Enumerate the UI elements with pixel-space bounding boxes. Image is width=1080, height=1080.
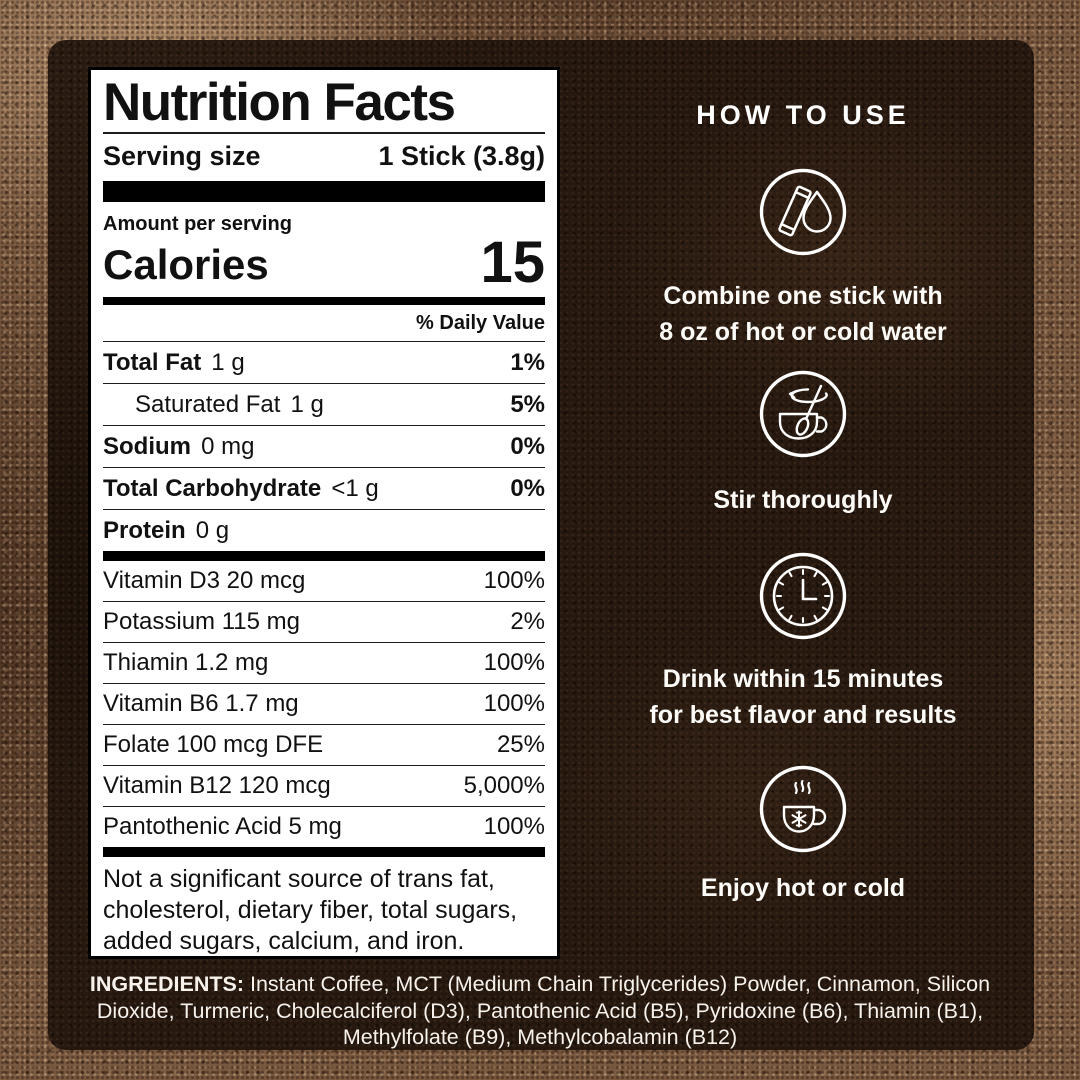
nutrient-row-protein: Protein 0 g <box>103 516 230 544</box>
vitamin-row-pantothenic-acid: Pantothenic Acid 5 mg 100% <box>103 813 545 840</box>
clock-icon <box>759 552 847 640</box>
vitamin-row-b12: Vitamin B12 120 mcg 5,000% <box>103 766 545 807</box>
stir-cup-icon <box>759 370 847 458</box>
medium-divider <box>103 296 545 305</box>
stick-water-icon <box>759 168 847 256</box>
nutrient-row-total-carbohydrate: Total Carbohydrate <1 g 0% <box>103 468 545 510</box>
step-combine-text: Combine one stick with 8 oz of hot or co… <box>659 282 947 346</box>
serving-size-value: 1 Stick (3.8g) <box>378 140 545 171</box>
calories-label: Calories <box>103 240 269 288</box>
step-drink-text: Drink within 15 minutes for best flavor … <box>649 665 957 729</box>
thick-divider <box>103 180 545 202</box>
divider <box>103 132 545 134</box>
vitamin-row-potassium: Potassium 115 mg 2% <box>103 602 545 643</box>
label-footnote: Not a significant source of trans fat, c… <box>103 865 518 955</box>
vitamin-row-b6: Vitamin B6 1.7 mg 100% <box>103 684 545 725</box>
daily-value-header: % Daily Value <box>416 311 545 334</box>
serving-size-label: Serving size <box>103 140 261 171</box>
nutrition-title: Nutrition Facts <box>103 73 456 132</box>
how-to-use-section: HOW TO USE Combine one stick with 8 oz o… <box>610 100 996 906</box>
ingredients-label: INGREDIENTS: <box>89 972 245 996</box>
nutrient-row-sodium: Sodium 0 mg 0% <box>103 426 545 468</box>
divider <box>103 340 545 342</box>
nutrient-row-saturated-fat: Saturated Fat 1 g 5% <box>103 384 545 426</box>
amount-per-serving-label: Amount per serving <box>103 212 292 235</box>
thick-divider <box>103 847 545 857</box>
ingredients-list: Instant Coffee, MCT (Medium Chain Trigly… <box>96 972 991 1049</box>
hot-cold-cup-icon <box>759 765 847 853</box>
vitamin-row-thiamin: Thiamin 1.2 mg 100% <box>103 643 545 684</box>
calories-row: Calories 15 <box>103 229 545 295</box>
serving-size-row: Serving size 1 Stick (3.8g) <box>103 134 545 181</box>
calories-value: 15 <box>480 229 545 295</box>
step-enjoy-text: Enjoy hot or cold <box>700 874 906 902</box>
vitamin-row-d3: Vitamin D3 20 mcg 100% <box>103 561 545 602</box>
nutrient-row-total-fat: Total Fat 1 g 1% <box>103 342 545 384</box>
vitamin-row-folate: Folate 100 mcg DFE 25% <box>103 725 545 766</box>
nutrition-facts-label: Nutrition Facts Serving size 1 Stick (3.… <box>88 67 560 959</box>
ingredients-text: INGREDIENTS: Instant Coffee, MCT (Medium… <box>80 971 1000 1051</box>
thick-divider <box>103 551 545 561</box>
how-to-use-heading: HOW TO USE <box>696 100 910 130</box>
step-stir-text: Stir thoroughly <box>713 486 893 514</box>
